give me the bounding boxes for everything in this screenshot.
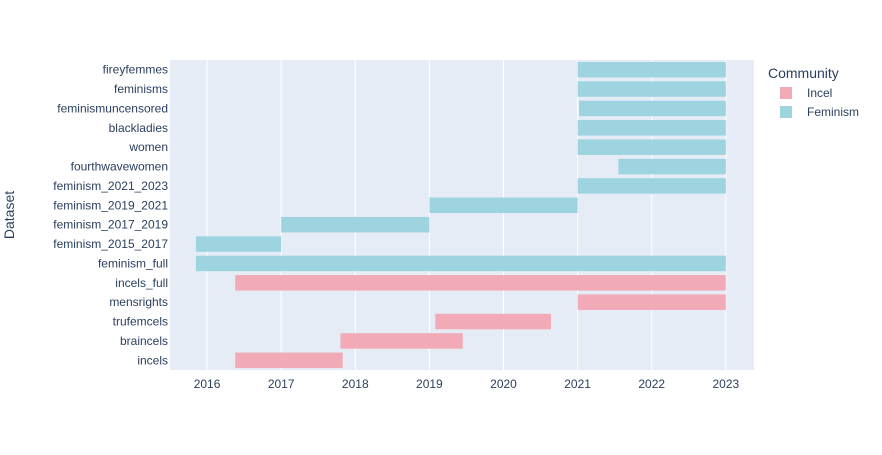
- y-tick-label: feminism_2017_2019: [53, 218, 168, 232]
- x-axis-ticks: 2016 2017 2018 2019 2020 2021 2022 2023: [194, 377, 740, 391]
- bar-blackladies: [577, 120, 726, 136]
- x-tick-label: 2022: [638, 377, 665, 391]
- bar-mensrights: [577, 294, 726, 310]
- bar-fireyfemmes: [577, 61, 726, 78]
- y-tick-label: women: [128, 140, 168, 154]
- y-tick-label: feminism_2019_2021: [53, 198, 168, 212]
- y-tick-label: feminism_2015_2017: [53, 237, 168, 251]
- bar-women: [577, 139, 726, 155]
- bar-feminism_2021_2023: [577, 178, 726, 194]
- x-tick-label: 2019: [416, 377, 443, 391]
- y-tick-label: trufemcels: [113, 315, 168, 329]
- y-tick-label: feminismuncensored: [57, 101, 168, 115]
- y-axis-title: Dataset: [1, 191, 17, 239]
- legend-swatch-feminism: [780, 106, 792, 118]
- bar-feminism_full: [195, 255, 726, 272]
- bar-trufemcels: [435, 313, 551, 330]
- bar-incels_full: [235, 275, 726, 291]
- x-tick-label: 2020: [490, 377, 517, 391]
- bar-feminism_2015_2017: [195, 236, 282, 252]
- y-tick-label: feminism_full: [98, 256, 168, 270]
- legend-label-incel: Incel: [807, 86, 832, 100]
- x-tick-label: 2016: [194, 377, 221, 391]
- bars: [195, 61, 726, 369]
- x-tick-label: 2018: [342, 377, 369, 391]
- y-tick-label: fireyfemmes: [103, 63, 168, 77]
- y-tick-label: blackladies: [109, 121, 168, 135]
- bar-feminism_2019_2021: [429, 197, 578, 214]
- x-tick-label: 2021: [564, 377, 591, 391]
- legend-swatch-incel: [780, 87, 792, 99]
- y-tick-label: braincels: [120, 334, 168, 348]
- y-tick-label: feminism_2021_2023: [53, 179, 168, 193]
- y-tick-label: feminisms: [114, 82, 168, 96]
- y-tick-label: mensrights: [109, 295, 168, 309]
- x-tick-label: 2023: [712, 377, 739, 391]
- legend-title: Community: [768, 65, 839, 81]
- y-tick-label: incels_full: [115, 276, 168, 290]
- bar-incels: [235, 352, 343, 369]
- y-tick-label: incels: [137, 353, 168, 367]
- bar-braincels: [340, 333, 463, 349]
- gridlines: [206, 60, 727, 370]
- bar-feminismuncensored: [579, 100, 726, 117]
- y-tick-label: fourthwavewomen: [71, 160, 168, 174]
- legend-label-feminism: Feminism: [807, 105, 859, 119]
- bar-feminism_2017_2019: [281, 216, 430, 233]
- bar-fourthwavewomen: [618, 158, 726, 175]
- legend: Community Incel Feminism: [768, 65, 859, 119]
- bar-feminisms: [577, 81, 726, 97]
- x-tick-label: 2017: [268, 377, 295, 391]
- y-axis-ticks: fireyfemmes feminisms feminismuncensored bl…: [53, 63, 168, 368]
